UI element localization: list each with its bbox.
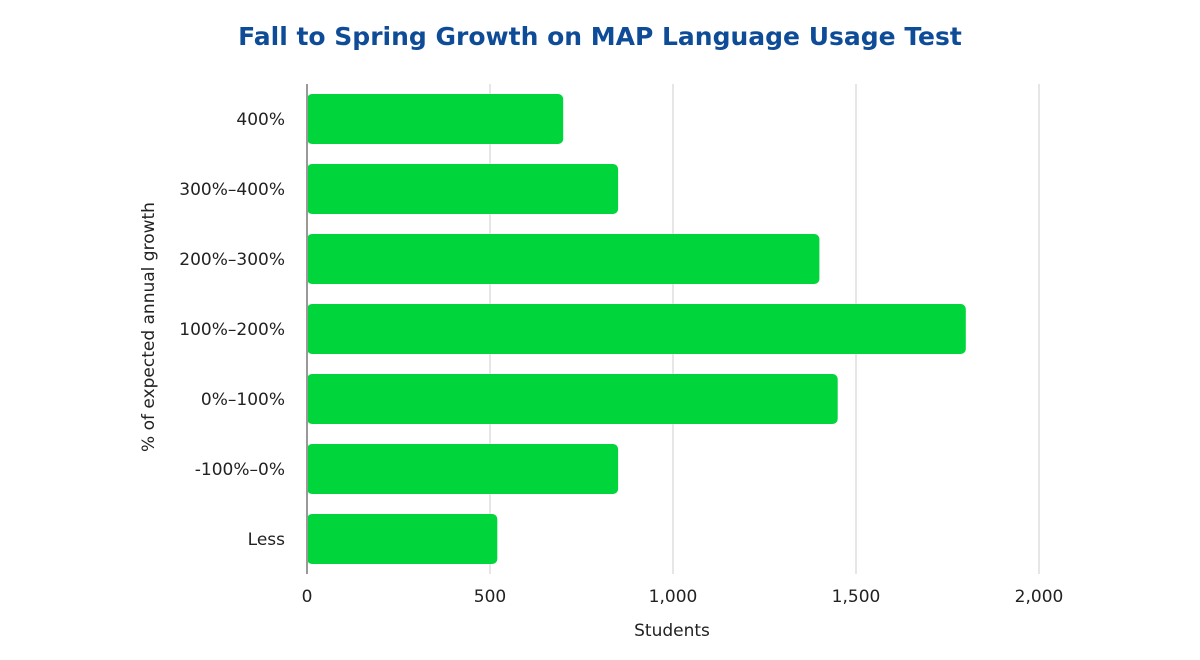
bars [307,94,966,564]
y-axis-label: % of expected annual growth [139,202,159,452]
bar [307,444,619,494]
bar [307,234,820,284]
x-tick-label: 2,000 [1015,587,1064,607]
bar [307,374,838,424]
y-tick-label: 200%–300% [179,250,285,270]
x-tick-label: 1,500 [832,587,881,607]
bar [307,94,564,144]
x-tick-labels: 0 500 1,000 1,500 2,000 [302,587,1064,607]
y-tick-labels: 400% 300%–400% 200%–300% 100%–200% 0%–100% -1… [179,110,285,550]
bar [307,514,498,564]
x-tick-label: 1,000 [649,587,698,607]
y-tick-label: 300%–400% [179,180,285,200]
y-tick-label: -100%–0% [195,460,285,480]
bar [307,304,966,354]
x-tick-label: 0 [302,587,313,607]
chart-title: Fall to Spring Growth on MAP Language Us… [238,22,962,51]
y-tick-label: 400% [236,110,285,130]
y-tick-label: 100%–200% [179,320,285,340]
bar [307,164,619,214]
x-axis-label: Students [634,621,710,641]
y-tick-label: 0%–100% [201,390,285,410]
y-tick-label: Less [248,530,285,550]
x-tick-label: 500 [474,587,506,607]
